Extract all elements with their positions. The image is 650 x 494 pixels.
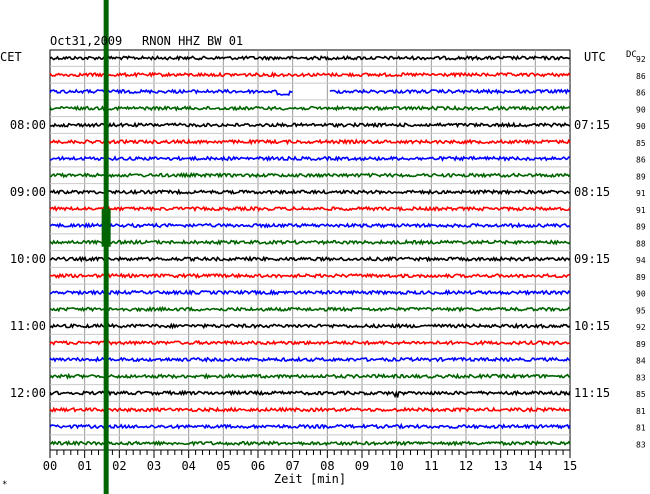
dc-value: 91 [636, 206, 646, 215]
x-tick-label: 02 [112, 459, 126, 473]
dc-label: DC [626, 50, 637, 60]
seismic-trace [49, 372, 571, 380]
right-hour-label: 10:15 [574, 319, 610, 333]
seismic-trace [49, 54, 571, 62]
dc-value: 90 [636, 290, 646, 299]
seismic-trace [49, 88, 571, 96]
left-timezone-label: CET [0, 50, 22, 64]
dc-value: 83 [636, 373, 646, 382]
dc-value: 86 [636, 72, 646, 81]
trace-group [49, 54, 571, 447]
x-tick-label: 14 [528, 459, 542, 473]
plot-grid [49, 49, 571, 458]
x-tick-label: 13 [493, 459, 507, 473]
seismic-trace [49, 339, 571, 347]
seismic-trace [49, 238, 571, 246]
x-tick-label: 07 [285, 459, 299, 473]
x-tick-label: 01 [77, 459, 91, 473]
x-tick-label: 08 [320, 459, 334, 473]
dc-value: 89 [636, 340, 646, 349]
x-axis-title: Zeit [min] [274, 472, 346, 486]
right-timezone-label: UTC [584, 50, 606, 64]
x-tick-label: 11 [424, 459, 438, 473]
seismic-trace [49, 121, 571, 129]
x-tick-label: 03 [147, 459, 161, 473]
dc-value: 81 [636, 424, 646, 433]
dc-value: 89 [636, 172, 646, 181]
event-marker-burst [101, 208, 111, 247]
dc-value: 94 [636, 256, 646, 265]
seismic-trace [49, 355, 571, 363]
seismic-trace [49, 439, 571, 447]
x-tick-label: 15 [563, 459, 577, 473]
x-tick-label: 09 [355, 459, 369, 473]
right-hour-label: 07:15 [574, 118, 610, 132]
seismic-trace [49, 406, 571, 414]
dc-value: 90 [636, 122, 646, 131]
event-marker-group [101, 0, 111, 494]
right-hour-label: 11:15 [574, 386, 610, 400]
seismic-trace [49, 255, 571, 263]
left-hour-label: 12:00 [10, 386, 46, 400]
station-code: RNON HHZ BW 01 [142, 34, 243, 48]
x-tick-label: 00 [43, 459, 57, 473]
left-hour-label: 10:00 [10, 252, 46, 266]
seismic-trace [49, 104, 571, 112]
seismic-trace [49, 71, 571, 79]
left-hour-label: 09:00 [10, 185, 46, 199]
x-tick-label: 06 [251, 459, 265, 473]
dc-value: 85 [636, 139, 646, 148]
seismic-trace [49, 221, 571, 229]
x-tick-label: 12 [459, 459, 473, 473]
seismic-trace [49, 322, 571, 330]
left-hour-label: 08:00 [10, 118, 46, 132]
dc-value: 91 [636, 189, 646, 198]
left-hour-label: 11:00 [10, 319, 46, 333]
dc-value: 83 [636, 440, 646, 449]
right-hour-label: 09:15 [574, 252, 610, 266]
record-date: Oct31,2009 [50, 34, 122, 48]
x-tick-label: 05 [216, 459, 230, 473]
dc-value: 95 [636, 306, 646, 315]
dc-value: 92 [636, 323, 646, 332]
dc-value: 84 [636, 357, 646, 366]
dc-value: 89 [636, 273, 646, 282]
seismic-trace [49, 138, 571, 146]
corner-mark: * [2, 480, 7, 490]
seismic-trace [49, 288, 571, 296]
seismic-trace [49, 171, 571, 179]
right-hour-label: 08:15 [574, 185, 610, 199]
seismic-trace [49, 389, 571, 399]
seismic-trace [49, 155, 571, 162]
x-tick-label: 04 [181, 459, 195, 473]
seismic-trace [49, 422, 571, 430]
seismic-trace [49, 272, 571, 280]
label-group: 00 01 02 03 04 05 06 07 08 09 10 11 12 13 14 15 08:00 09:… [10, 55, 646, 473]
x-tick-label: 10 [389, 459, 403, 473]
dc-value: 85 [636, 390, 646, 399]
dc-value: 90 [636, 105, 646, 114]
dc-value: 86 [636, 89, 646, 98]
plot-frame [49, 49, 571, 451]
dc-value: 92 [636, 55, 646, 64]
dc-value: 88 [636, 239, 646, 248]
seismic-trace [49, 305, 571, 313]
dc-value: 86 [636, 156, 646, 165]
seismic-trace [49, 205, 571, 213]
dc-value: 89 [636, 223, 646, 232]
dc-value: 81 [636, 407, 646, 416]
seismic-trace [49, 188, 571, 196]
